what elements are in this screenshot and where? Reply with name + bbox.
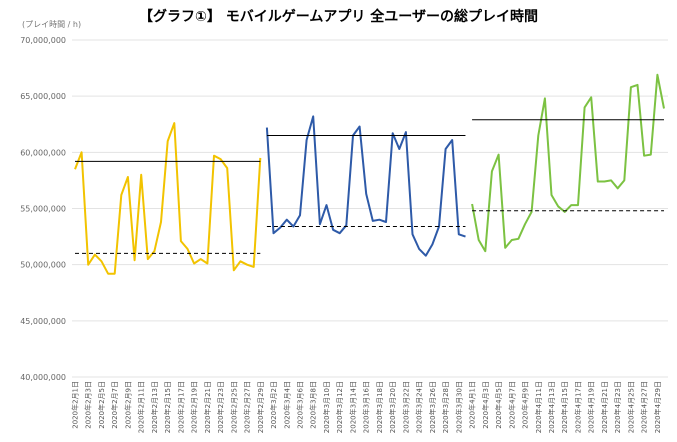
x-tick-label: 2020年2月3日 bbox=[84, 381, 93, 429]
x-tick-label: 2020年4月25日 bbox=[626, 381, 635, 433]
x-tick-label: 2020年2月11日 bbox=[137, 381, 146, 433]
x-tick-label: 2020年4月13日 bbox=[547, 381, 556, 433]
x-tick-label: 2020年2月9日 bbox=[123, 381, 132, 429]
x-tick-label: 2020年4月23日 bbox=[613, 381, 622, 433]
x-tick-label: 2020年4月7日 bbox=[507, 381, 516, 429]
x-tick-label: 2020年2月21日 bbox=[203, 381, 212, 433]
y-tick-label: 40,000,000 bbox=[20, 373, 66, 382]
x-tick-label: 2020年2月13日 bbox=[150, 381, 159, 433]
x-tick-label: 2020年3月28日 bbox=[441, 381, 450, 433]
x-tick-label: 2020年3月24日 bbox=[415, 381, 424, 433]
y-tick-label: 60,000,000 bbox=[20, 148, 66, 157]
x-tick-label: 2020年2月15日 bbox=[163, 381, 172, 433]
y-axis-unit-label: (プレイ時間 / h) bbox=[22, 20, 82, 29]
x-tick-label: 2020年4月11日 bbox=[534, 381, 543, 433]
y-tick-label: 45,000,000 bbox=[20, 317, 66, 326]
x-tick-label: 2020年3月6日 bbox=[296, 381, 305, 429]
y-tick-label: 65,000,000 bbox=[20, 92, 66, 101]
x-tick-label: 2020年3月18日 bbox=[375, 381, 384, 433]
series-line-1 bbox=[74, 122, 262, 275]
x-tick-label: 2020年4月9日 bbox=[521, 381, 530, 429]
y-axis-ticks: 40,000,000 45,000,000 50,000,000 55,000,000… bbox=[20, 36, 66, 382]
x-tick-label: 2020年3月12日 bbox=[335, 381, 344, 433]
x-tick-label: 2020年2月5日 bbox=[97, 381, 106, 429]
x-tick-label: 2020年4月17日 bbox=[573, 381, 582, 433]
x-tick-label: 2020年2月17日 bbox=[176, 381, 185, 433]
x-tick-label: 2020年4月1日 bbox=[468, 381, 477, 429]
x-tick-label: 2020年3月2日 bbox=[269, 381, 278, 429]
x-tick-label: 2020年2月1日 bbox=[71, 381, 80, 429]
y-tick-label: 50,000,000 bbox=[20, 261, 66, 270]
x-tick-label: 2020年3月8日 bbox=[309, 381, 318, 429]
x-tick-label: 2020年4月5日 bbox=[494, 381, 503, 429]
x-tick-label: 2020年4月19日 bbox=[587, 381, 596, 433]
reference-lines bbox=[75, 119, 664, 254]
x-tick-label: 2020年2月27日 bbox=[243, 381, 252, 433]
x-tick-label: 2020年2月29日 bbox=[256, 381, 265, 433]
series-line-2 bbox=[265, 115, 466, 257]
x-tick-label: 2020年2月19日 bbox=[190, 381, 199, 433]
x-tick-label: 2020年3月16日 bbox=[362, 381, 371, 433]
chart-title: 【グラフ①】 モバイルゲームアプリ 全ユーザーの総プレイ時間 bbox=[139, 9, 538, 25]
x-tick-label: 2020年3月30日 bbox=[454, 381, 463, 433]
series-lines bbox=[74, 73, 665, 275]
x-tick-label: 2020年4月15日 bbox=[560, 381, 569, 433]
x-tick-label: 2020年4月21日 bbox=[600, 381, 609, 433]
x-tick-label: 2020年3月14日 bbox=[348, 381, 357, 433]
x-tick-label: 2020年4月27日 bbox=[640, 381, 649, 433]
series-line-3 bbox=[471, 73, 665, 253]
y-tick-label: 55,000,000 bbox=[20, 205, 66, 214]
x-tick-label: 2020年3月10日 bbox=[322, 381, 331, 433]
x-axis-ticks: 2020年2月1日 2020年2月3日 2020年2月5日 2020年2月7日 2020… bbox=[71, 381, 662, 433]
x-tick-label: 2020年4月3日 bbox=[481, 381, 490, 429]
x-tick-label: 2020年3月26日 bbox=[428, 381, 437, 433]
x-tick-label: 2020年4月29日 bbox=[653, 381, 662, 433]
x-tick-label: 2020年3月22日 bbox=[401, 381, 410, 433]
y-tick-label: 70,000,000 bbox=[20, 36, 66, 45]
x-tick-label: 2020年2月7日 bbox=[110, 381, 119, 429]
x-tick-label: 2020年3月20日 bbox=[388, 381, 397, 433]
x-tick-label: 2020年3月4日 bbox=[282, 381, 291, 429]
x-tick-label: 2020年2月25日 bbox=[229, 381, 238, 433]
x-tick-label: 2020年2月23日 bbox=[216, 381, 225, 433]
